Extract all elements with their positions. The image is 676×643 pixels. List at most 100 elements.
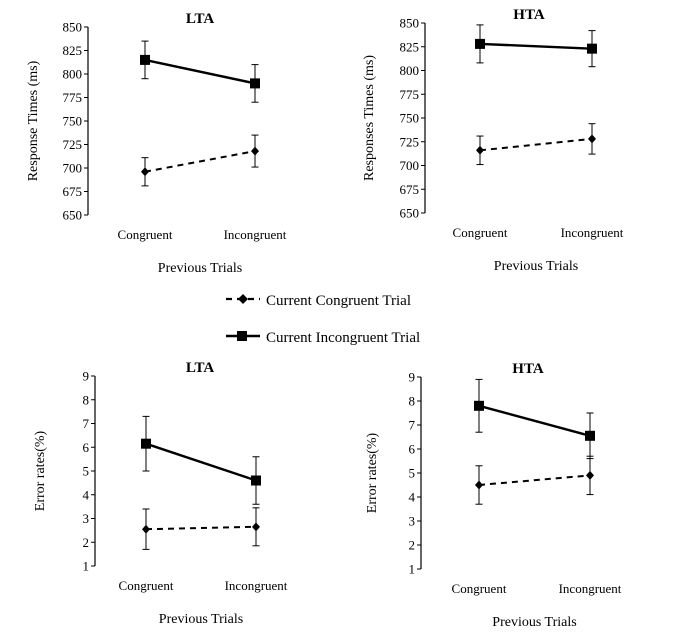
y-axis-label: Response Times (ms) [26, 60, 41, 181]
diamond-marker [475, 480, 483, 490]
y-tick-label: 850 [400, 16, 420, 31]
y-tick-label: 750 [63, 114, 83, 129]
legend-label-incongruent: Current Incongruent Trial [266, 330, 420, 346]
y-tick-label: 700 [400, 158, 420, 173]
y-tick-label: 2 [83, 535, 90, 550]
diamond-marker [476, 145, 484, 155]
y-tick-label: 700 [63, 161, 83, 176]
y-tick-label: 4 [409, 490, 416, 505]
y-tick-label: 3 [409, 514, 416, 529]
x-axis-label: Previous Trials [492, 615, 576, 630]
y-tick-label: 8 [409, 394, 416, 409]
chart-panel-1: 650 675 700 725 750 775 800 825 850 LTA Response T… [26, 11, 287, 276]
x-tick-label: Incongruent [559, 581, 622, 596]
y-axis-label: Error rates(%) [33, 430, 48, 511]
y-tick-label: 650 [400, 206, 420, 221]
diamond-marker [142, 524, 150, 534]
y-tick-label: 5 [409, 466, 416, 481]
y-tick-label: 9 [409, 370, 416, 385]
y-tick-label: 825 [63, 43, 83, 58]
legend: Current Congruent Trial Current Incongru… [226, 293, 420, 346]
x-axis-label: Previous Trials [158, 261, 242, 276]
y-tick-label: 675 [400, 182, 420, 197]
x-axis-label: Previous Trials [159, 612, 243, 627]
diamond-marker [251, 146, 259, 156]
y-axis-label: Responses Times (ms) [362, 55, 377, 181]
y-tick-label: 650 [63, 208, 83, 223]
diamond-marker [252, 522, 260, 532]
y-tick-label: 5 [83, 464, 90, 479]
y-tick-label: 775 [63, 90, 83, 105]
y-tick-label: 6 [409, 442, 416, 457]
x-axis-label: Previous Trials [494, 259, 578, 274]
chart-panel-4: 1 2 3 4 5 6 7 8 9 HTA Error rates(%) Congruent Incon… [365, 361, 622, 630]
series-incongruent [140, 40, 260, 103]
series-congruent [141, 134, 259, 187]
x-tick-label: Congruent [119, 578, 174, 593]
legend-square-marker [237, 331, 247, 341]
legend-item-congruent: Current Congruent Trial [226, 293, 411, 309]
y-tick-label: 8 [83, 392, 90, 407]
series-line [145, 525, 257, 531]
chart-panel-3: 1 2 3 4 5 6 7 8 9 LTA Error rates(%) Congruent Incon… [33, 360, 288, 627]
diamond-marker [586, 470, 594, 480]
y-tick-label: 750 [400, 111, 420, 126]
y-tick-label: 2 [409, 538, 416, 553]
legend-diamond-marker [238, 294, 248, 304]
diamond-marker [588, 134, 596, 144]
diamond-marker [141, 167, 149, 177]
panel-title: HTA [513, 7, 545, 23]
series-line [478, 404, 591, 437]
y-tick-label: 825 [400, 39, 420, 54]
y-tick-label: 725 [400, 134, 420, 149]
series-line [144, 58, 256, 85]
y-tick-label: 675 [63, 184, 83, 199]
series-line [478, 474, 591, 486]
y-tick-label: 850 [63, 20, 83, 35]
x-tick-label: Congruent [453, 225, 508, 240]
square-marker [250, 78, 260, 89]
square-marker [474, 400, 484, 411]
series-line [479, 42, 593, 50]
x-tick-label: Congruent [118, 227, 173, 242]
y-axis-label: Error rates(%) [365, 432, 380, 513]
series-congruent [475, 455, 594, 505]
legend-item-incongruent: Current Incongruent Trial [226, 330, 420, 346]
y-tick-label: 4 [83, 487, 90, 502]
panel-title: HTA [512, 361, 544, 377]
series-congruent [476, 123, 596, 166]
legend-label-congruent: Current Congruent Trial [266, 293, 411, 309]
series-line [479, 137, 593, 152]
y-tick-label: 800 [400, 63, 420, 78]
y-tick-label: 800 [63, 67, 83, 82]
series-line [145, 442, 257, 482]
x-tick-label: Incongruent [561, 225, 624, 240]
square-marker [141, 438, 151, 449]
panel-title: LTA [186, 360, 215, 376]
y-tick-label: 6 [83, 440, 90, 455]
series-congruent [142, 507, 260, 550]
y-tick-label: 775 [400, 87, 420, 102]
y-tick-label: 1 [409, 562, 416, 577]
y-tick-label: 9 [83, 369, 90, 384]
y-tick-label: 3 [83, 511, 90, 526]
square-marker [251, 475, 261, 486]
x-tick-label: Incongruent [225, 578, 288, 593]
series-incongruent [475, 24, 597, 68]
panel-title: LTA [186, 11, 215, 27]
y-tick-label: 7 [409, 418, 416, 433]
square-marker [475, 38, 485, 49]
y-tick-label: 725 [63, 137, 83, 152]
series-line [144, 150, 256, 173]
series-incongruent [474, 378, 595, 460]
chart-panel-2: 650 675 700 725 750 775 800 825 850 HTA Responses … [362, 7, 624, 274]
y-tick-label: 7 [83, 416, 90, 431]
x-tick-label: Incongruent [224, 227, 287, 242]
series-incongruent [141, 415, 261, 505]
x-tick-label: Congruent [452, 581, 507, 596]
square-marker [587, 43, 597, 54]
y-tick-label: 1 [83, 559, 90, 574]
square-marker [140, 54, 150, 65]
